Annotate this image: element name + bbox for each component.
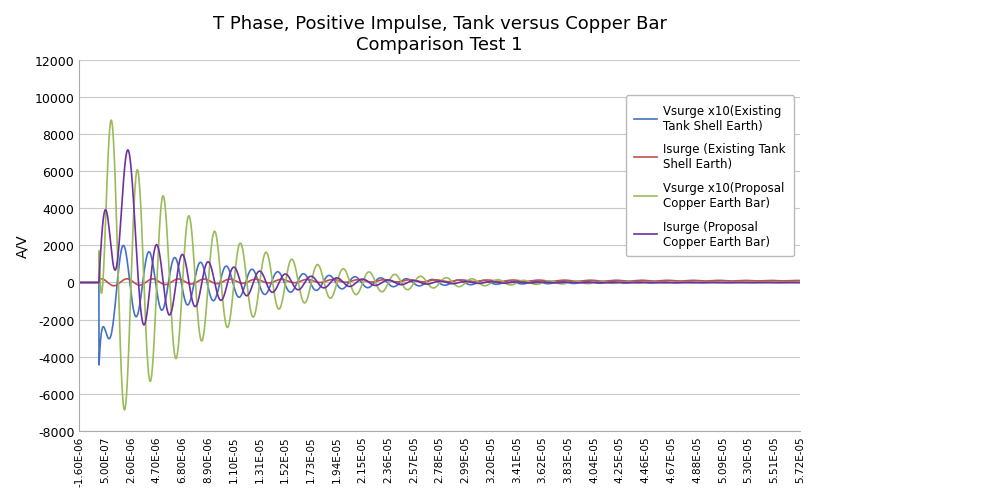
Isurge (Proposal
Copper Earth Bar) bbox=[506, 280, 518, 286]
Isurge (Existing Tank
Shell Earth) bbox=[542, 279, 554, 285]
Line: Vsurge x10(Proposal
Copper Earth Bar): Vsurge x10(Proposal Copper Earth Bar) bbox=[79, 121, 800, 410]
Isurge (Existing Tank
Shell Earth) bbox=[73, 280, 85, 286]
Isurge (Proposal
Copper Earth Bar) bbox=[794, 280, 806, 286]
Isurge (Existing Tank
Shell Earth) bbox=[95, 276, 107, 282]
Vsurge x10(Existing
Tank Shell Earth) bbox=[204, 294, 216, 300]
Vsurge x10(Proposal
Copper Earth Bar) bbox=[666, 280, 678, 286]
Vsurge x10(Proposal
Copper Earth Bar) bbox=[119, 407, 131, 413]
Isurge (Proposal
Copper Earth Bar) bbox=[73, 280, 85, 286]
Isurge (Proposal
Copper Earth Bar) bbox=[138, 322, 150, 328]
Vsurge x10(Proposal
Copper Earth Bar) bbox=[794, 280, 806, 286]
Vsurge x10(Proposal
Copper Earth Bar) bbox=[506, 283, 518, 289]
Vsurge x10(Proposal
Copper Earth Bar) bbox=[204, 253, 216, 259]
Vsurge x10(Existing
Tank Shell Earth) bbox=[666, 280, 678, 286]
Legend: Vsurge x10(Existing
Tank Shell Earth), Isurge (Existing Tank
Shell Earth), Vsurg: Vsurge x10(Existing Tank Shell Earth), I… bbox=[626, 96, 794, 257]
Line: Isurge (Existing Tank
Shell Earth): Isurge (Existing Tank Shell Earth) bbox=[79, 279, 800, 286]
Vsurge x10(Existing
Tank Shell Earth) bbox=[93, 362, 105, 368]
Isurge (Existing Tank
Shell Earth) bbox=[108, 283, 120, 289]
Title: T Phase, Positive Impulse, Tank versus Copper Bar
Comparison Test 1: T Phase, Positive Impulse, Tank versus C… bbox=[213, 15, 667, 54]
Isurge (Proposal
Copper Earth Bar) bbox=[204, 263, 216, 269]
Isurge (Existing Tank
Shell Earth) bbox=[611, 278, 623, 284]
Vsurge x10(Existing
Tank Shell Earth) bbox=[73, 280, 85, 286]
Vsurge x10(Proposal
Copper Earth Bar) bbox=[349, 292, 361, 298]
Isurge (Existing Tank
Shell Earth) bbox=[794, 278, 806, 284]
Vsurge x10(Existing
Tank Shell Earth) bbox=[611, 280, 623, 286]
Vsurge x10(Proposal
Copper Earth Bar) bbox=[611, 281, 623, 287]
Isurge (Proposal
Copper Earth Bar) bbox=[666, 280, 678, 286]
Vsurge x10(Existing
Tank Shell Earth) bbox=[794, 280, 806, 286]
Line: Isurge (Proposal
Copper Earth Bar): Isurge (Proposal Copper Earth Bar) bbox=[79, 151, 800, 325]
Isurge (Proposal
Copper Earth Bar) bbox=[542, 280, 554, 286]
Vsurge x10(Existing
Tank Shell Earth) bbox=[117, 243, 129, 249]
Vsurge x10(Existing
Tank Shell Earth) bbox=[506, 279, 518, 285]
Y-axis label: A/V: A/V bbox=[15, 234, 29, 258]
Vsurge x10(Proposal
Copper Earth Bar) bbox=[105, 118, 117, 124]
Isurge (Existing Tank
Shell Earth) bbox=[506, 278, 518, 284]
Isurge (Existing Tank
Shell Earth) bbox=[204, 279, 216, 285]
Isurge (Proposal
Copper Earth Bar) bbox=[122, 148, 134, 154]
Isurge (Existing Tank
Shell Earth) bbox=[349, 278, 361, 284]
Vsurge x10(Proposal
Copper Earth Bar) bbox=[73, 280, 85, 286]
Vsurge x10(Proposal
Copper Earth Bar) bbox=[542, 278, 554, 284]
Isurge (Proposal
Copper Earth Bar) bbox=[611, 280, 623, 286]
Isurge (Proposal
Copper Earth Bar) bbox=[349, 281, 361, 287]
Vsurge x10(Existing
Tank Shell Earth) bbox=[349, 274, 361, 280]
Isurge (Existing Tank
Shell Earth) bbox=[666, 278, 678, 284]
Vsurge x10(Existing
Tank Shell Earth) bbox=[542, 281, 554, 287]
Line: Vsurge x10(Existing
Tank Shell Earth): Vsurge x10(Existing Tank Shell Earth) bbox=[79, 246, 800, 365]
